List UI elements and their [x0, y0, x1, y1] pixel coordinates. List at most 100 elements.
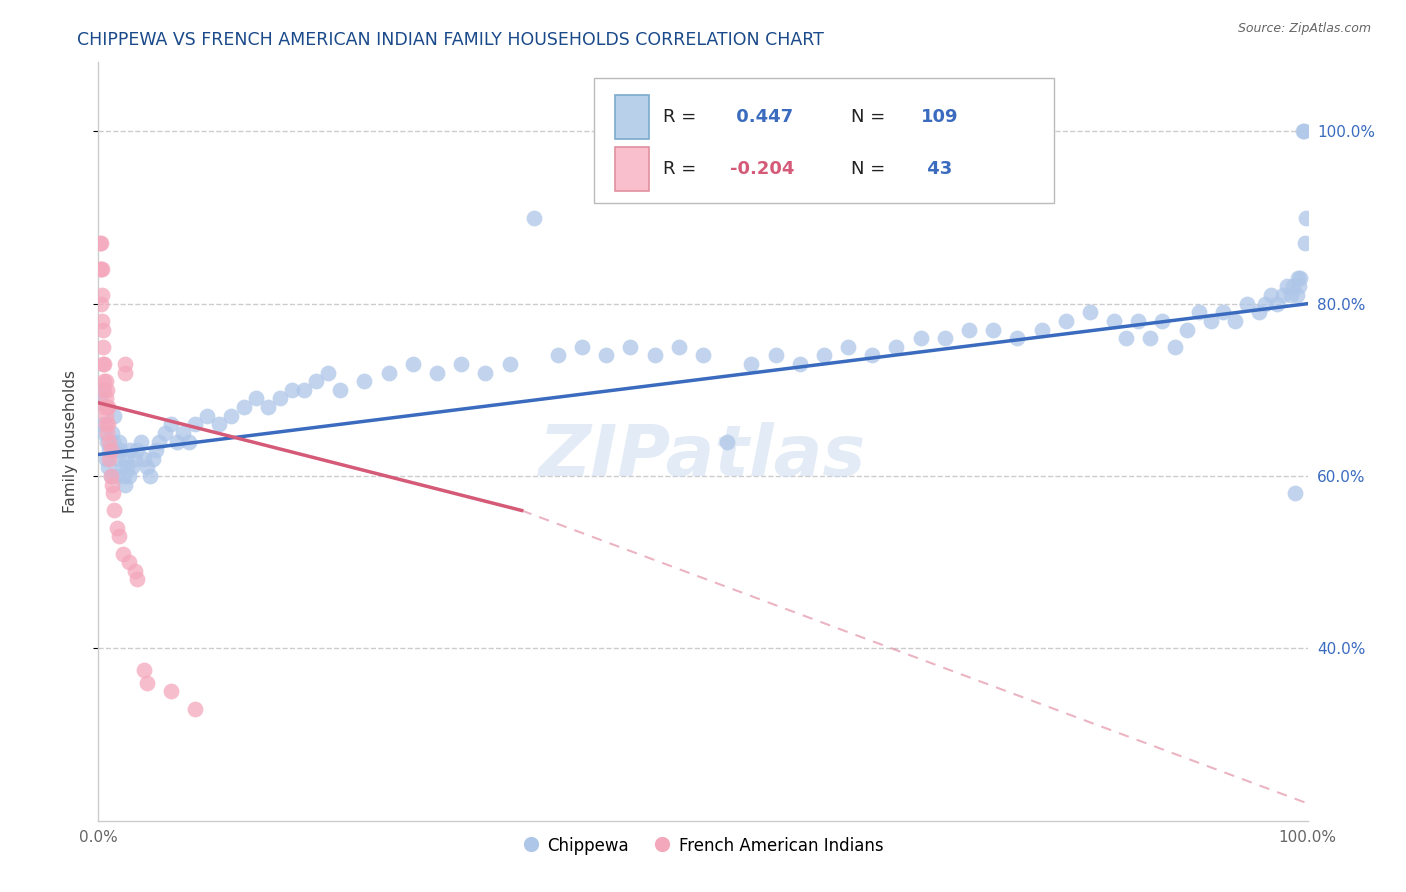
- Point: [127, 443, 149, 458]
- Point: [91, 340, 114, 354]
- Point: [117, 460, 139, 475]
- Point: [91, 314, 114, 328]
- Point: [498, 357, 520, 371]
- Point: [547, 348, 569, 362]
- Point: [98, 443, 121, 458]
- Point: [98, 434, 121, 449]
- Point: [765, 348, 787, 362]
- Point: [353, 374, 375, 388]
- Point: [134, 663, 156, 677]
- Point: [1223, 314, 1246, 328]
- Point: [91, 322, 114, 336]
- Point: [89, 236, 111, 251]
- Point: [91, 357, 114, 371]
- Point: [426, 366, 449, 380]
- Point: [1275, 279, 1298, 293]
- Point: [692, 348, 714, 362]
- Point: [96, 400, 118, 414]
- Point: [124, 451, 146, 466]
- Text: -0.204: -0.204: [730, 161, 794, 178]
- Point: [269, 392, 291, 406]
- Point: [281, 383, 304, 397]
- Point: [1249, 305, 1271, 319]
- Point: [90, 296, 112, 310]
- Text: R =: R =: [664, 108, 696, 126]
- Point: [114, 477, 136, 491]
- Point: [129, 434, 152, 449]
- Text: N =: N =: [851, 161, 884, 178]
- Point: [121, 460, 143, 475]
- Point: [91, 383, 114, 397]
- Point: [1139, 331, 1161, 345]
- Point: [1292, 124, 1315, 138]
- Point: [93, 383, 115, 397]
- Point: [100, 425, 122, 440]
- Point: [93, 425, 115, 440]
- Point: [111, 547, 134, 561]
- Point: [94, 409, 117, 423]
- Point: [96, 383, 118, 397]
- Point: [89, 262, 111, 277]
- Point: [179, 434, 201, 449]
- Point: [103, 503, 125, 517]
- Point: [1279, 288, 1302, 302]
- Point: [94, 417, 117, 432]
- Point: [93, 374, 115, 388]
- Point: [1078, 305, 1101, 319]
- Point: [90, 236, 112, 251]
- Point: [1284, 486, 1306, 500]
- Point: [135, 675, 157, 690]
- Point: [145, 443, 167, 458]
- Point: [1212, 305, 1234, 319]
- Point: [1128, 314, 1150, 328]
- Point: [377, 366, 399, 380]
- Point: [94, 451, 117, 466]
- Point: [1272, 288, 1295, 302]
- Point: [172, 425, 194, 440]
- Point: [91, 417, 114, 432]
- Point: [474, 366, 496, 380]
- Point: [139, 469, 162, 483]
- Point: [1289, 270, 1312, 285]
- Point: [96, 434, 118, 449]
- Point: [910, 331, 932, 345]
- Point: [104, 443, 127, 458]
- Point: [1152, 314, 1174, 328]
- Point: [107, 451, 129, 466]
- Point: [571, 340, 593, 354]
- Text: N =: N =: [851, 108, 884, 126]
- Point: [184, 417, 207, 432]
- Point: [1007, 331, 1029, 345]
- Text: R =: R =: [664, 161, 696, 178]
- Point: [105, 521, 128, 535]
- Point: [97, 400, 120, 414]
- Point: [716, 434, 738, 449]
- Point: [91, 262, 114, 277]
- Point: [316, 366, 339, 380]
- Point: [160, 684, 183, 698]
- Point: [245, 392, 267, 406]
- Point: [103, 409, 125, 423]
- Point: [184, 701, 207, 715]
- Point: [114, 366, 136, 380]
- Text: ZIPatlas: ZIPatlas: [540, 422, 866, 491]
- Point: [96, 425, 118, 440]
- Point: [402, 357, 425, 371]
- Point: [644, 348, 666, 362]
- Point: [1288, 279, 1310, 293]
- Point: [101, 434, 124, 449]
- Point: [127, 573, 149, 587]
- Point: [101, 486, 124, 500]
- Text: 0.447: 0.447: [730, 108, 793, 126]
- Point: [1267, 296, 1289, 310]
- Point: [837, 340, 859, 354]
- Point: [292, 383, 315, 397]
- Point: [112, 469, 135, 483]
- Text: CHIPPEWA VS FRENCH AMERICAN INDIAN FAMILY HOUSEHOLDS CORRELATION CHART: CHIPPEWA VS FRENCH AMERICAN INDIAN FAMIL…: [77, 31, 824, 49]
- Point: [1254, 296, 1277, 310]
- Point: [256, 400, 278, 414]
- Point: [108, 529, 131, 543]
- Point: [813, 348, 835, 362]
- Point: [160, 417, 183, 432]
- Point: [1188, 305, 1211, 319]
